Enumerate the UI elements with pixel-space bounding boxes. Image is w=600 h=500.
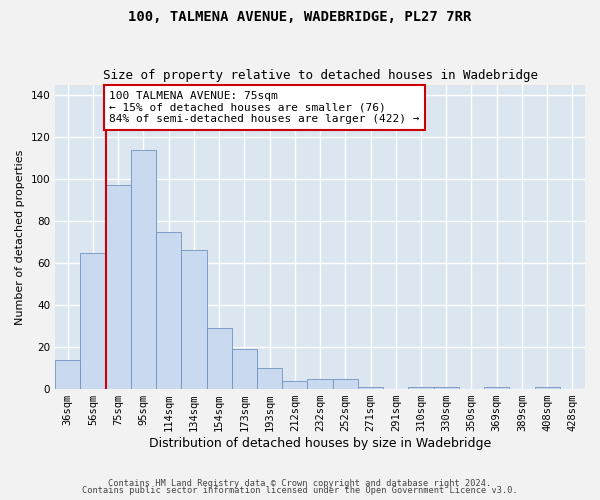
Text: Contains HM Land Registry data © Crown copyright and database right 2024.: Contains HM Land Registry data © Crown c… bbox=[109, 478, 491, 488]
Bar bbox=[484, 387, 509, 389]
Bar bbox=[535, 387, 560, 389]
Title: Size of property relative to detached houses in Wadebridge: Size of property relative to detached ho… bbox=[103, 69, 538, 82]
X-axis label: Distribution of detached houses by size in Wadebridge: Distribution of detached houses by size … bbox=[149, 437, 491, 450]
Bar bbox=[282, 380, 307, 389]
Text: 100, TALMENA AVENUE, WADEBRIDGE, PL27 7RR: 100, TALMENA AVENUE, WADEBRIDGE, PL27 7R… bbox=[128, 10, 472, 24]
Bar bbox=[307, 378, 332, 389]
Bar bbox=[181, 250, 206, 389]
Bar bbox=[206, 328, 232, 389]
Y-axis label: Number of detached properties: Number of detached properties bbox=[15, 149, 25, 324]
Bar bbox=[332, 378, 358, 389]
Bar bbox=[434, 387, 459, 389]
Bar bbox=[358, 387, 383, 389]
Bar bbox=[232, 349, 257, 389]
Bar bbox=[257, 368, 282, 389]
Bar bbox=[156, 232, 181, 389]
Bar bbox=[131, 150, 156, 389]
Bar bbox=[409, 387, 434, 389]
Bar bbox=[80, 252, 106, 389]
Bar bbox=[106, 186, 131, 389]
Text: Contains public sector information licensed under the Open Government Licence v3: Contains public sector information licen… bbox=[82, 486, 518, 495]
Bar bbox=[55, 360, 80, 389]
Text: 100 TALMENA AVENUE: 75sqm
← 15% of detached houses are smaller (76)
84% of semi-: 100 TALMENA AVENUE: 75sqm ← 15% of detac… bbox=[109, 91, 420, 124]
